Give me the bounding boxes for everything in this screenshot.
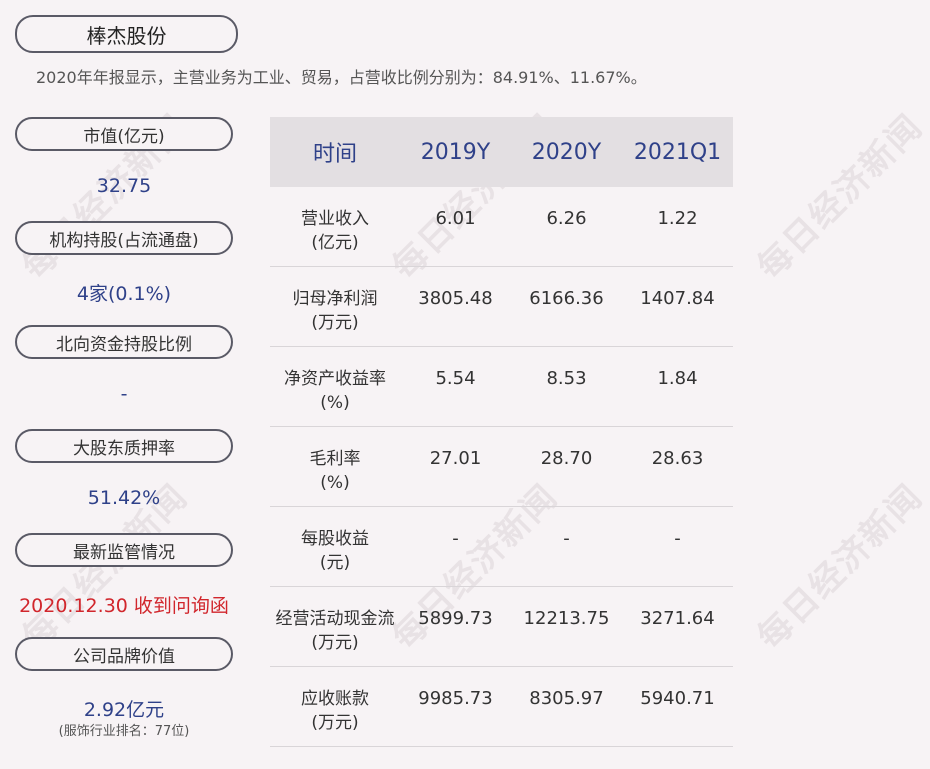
institution-value: 4家(0.1%): [76, 283, 172, 305]
row-label-cell: 毛利率 (%): [270, 427, 400, 495]
institution-label-pill: 机构持股(占流通盘): [15, 221, 233, 255]
brand-value: 2.92亿元: [83, 699, 165, 721]
table-cell: 5940.71: [640, 688, 715, 709]
row-label: 应收账款: [301, 689, 369, 709]
row-label-cell: 应收账款 (万元): [270, 667, 400, 735]
financial-table: 时间 2019Y 2020Y 2021Q1 营业收入 (亿元) 6.01 6.2…: [270, 117, 733, 747]
watermark-text: 每日经济新闻: [749, 476, 930, 658]
row-unit: (%): [320, 473, 350, 493]
table-cell: -: [452, 528, 459, 549]
company-name: 棒杰股份: [86, 23, 167, 48]
table-cell: 28.70: [540, 448, 593, 469]
row-label-cell: 每股收益 (元): [270, 507, 400, 575]
regulation-label-pill: 最新监管情况: [15, 533, 233, 567]
table-row: 归母净利润 (万元) 3805.48 6166.36 1407.84: [270, 267, 733, 347]
row-unit: (%): [320, 393, 350, 413]
row-label: 净资产收益率: [284, 369, 386, 389]
northbound-value: -: [120, 383, 128, 405]
table-cell: 1.84: [657, 368, 698, 389]
row-unit: (万元): [311, 713, 359, 733]
table-header: 时间 2019Y 2020Y 2021Q1: [270, 117, 733, 187]
pledge-value: 51.42%: [87, 487, 161, 509]
table-cell: 5899.73: [418, 608, 493, 629]
row-label-cell: 净资产收益率 (%): [270, 347, 400, 415]
table-cell: 6166.36: [529, 288, 604, 309]
table-row: 营业收入 (亿元) 6.01 6.26 1.22: [270, 187, 733, 267]
table-row: 应收账款 (万元) 9985.73 8305.97 5940.71: [270, 667, 733, 747]
row-unit: (元): [319, 553, 351, 573]
table-cell: 8305.97: [529, 688, 604, 709]
table-cell: 5.54: [435, 368, 476, 389]
company-name-pill: 棒杰股份: [15, 15, 238, 53]
table-cell: 6.26: [546, 208, 587, 229]
business-summary: 2020年年报显示，主营业务为工业、贸易，占营收比例分别为：84.91%、11.…: [36, 68, 647, 87]
market-cap-label-pill: 市值(亿元): [15, 117, 233, 151]
pledge-label: 大股东质押率: [73, 438, 175, 459]
header-cell-2019: 2019Y: [420, 139, 491, 165]
table-row: 每股收益 (元) - - -: [270, 507, 733, 587]
table-cell: 12213.75: [523, 608, 610, 629]
row-label: 每股收益: [301, 529, 369, 549]
market-cap-value: 32.75: [96, 175, 152, 197]
header-cell-2020: 2020Y: [531, 139, 602, 165]
market-cap-label: 市值(亿元): [83, 126, 165, 147]
table-cell: 3805.48: [418, 288, 493, 309]
table-cell: 1.22: [657, 208, 698, 229]
table-row: 经营活动现金流 (万元) 5899.73 12213.75 3271.64: [270, 587, 733, 667]
table-cell: 9985.73: [418, 688, 493, 709]
brand-label-pill: 公司品牌价值: [15, 637, 233, 671]
table-cell: 1407.84: [640, 288, 715, 309]
row-unit: (万元): [311, 313, 359, 333]
brand-label: 公司品牌价值: [73, 646, 175, 667]
table-row: 净资产收益率 (%) 5.54 8.53 1.84: [270, 347, 733, 427]
regulation-label: 最新监管情况: [73, 542, 175, 563]
row-label: 毛利率: [309, 449, 361, 469]
table-cell: 27.01: [429, 448, 482, 469]
header-cell-time: 时间: [312, 142, 357, 167]
row-label-cell: 经营活动现金流 (万元): [270, 587, 400, 655]
row-label: 经营活动现金流: [275, 609, 395, 629]
pledge-label-pill: 大股东质押率: [15, 429, 233, 463]
watermark-text: 每日经济新闻: [749, 106, 930, 288]
table-row: 毛利率 (%) 27.01 28.70 28.63: [270, 427, 733, 507]
table-cell: 8.53: [546, 368, 587, 389]
northbound-label: 北向资金持股比例: [56, 334, 192, 355]
row-label-cell: 归母净利润 (万元): [270, 267, 400, 335]
brand-rank: (服饰行业排名：77位): [58, 724, 190, 739]
header-cell-2021q1: 2021Q1: [633, 139, 722, 165]
row-unit: (亿元): [311, 233, 359, 253]
northbound-label-pill: 北向资金持股比例: [15, 325, 233, 359]
table-cell: 3271.64: [640, 608, 715, 629]
row-label: 归母净利润: [292, 289, 378, 309]
table-cell: 28.63: [651, 448, 704, 469]
row-unit: (万元): [311, 633, 359, 653]
table-cell: 6.01: [435, 208, 476, 229]
row-label-cell: 营业收入 (亿元): [270, 187, 400, 255]
table-cell: -: [674, 528, 681, 549]
row-label: 营业收入: [301, 209, 369, 229]
regulation-value: 2020.12.30 收到问询函: [19, 595, 229, 617]
institution-label: 机构持股(占流通盘): [49, 230, 199, 251]
table-cell: -: [563, 528, 570, 549]
